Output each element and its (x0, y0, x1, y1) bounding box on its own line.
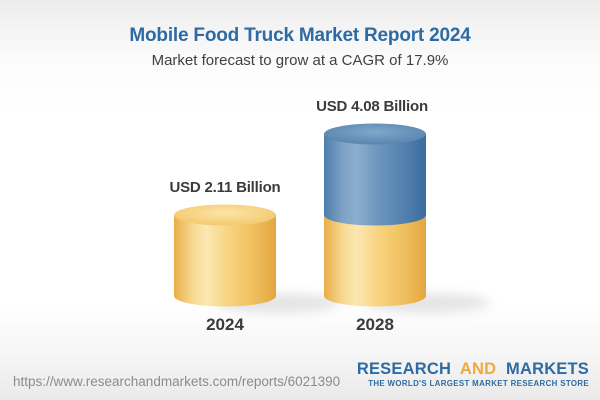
cylinder-2024-body (174, 215, 276, 307)
logo-word-and: AND (459, 360, 497, 378)
value-label-2028: USD 4.08 Billion (316, 98, 428, 115)
logo-tagline: THE WORLD'S LARGEST MARKET RESEARCH STOR… (368, 379, 589, 389)
value-label-2024: USD 2.11 Billion (169, 179, 281, 196)
category-label-2028: 2028 (356, 315, 394, 334)
cylinder-2028-top (324, 123, 426, 145)
logo-word-markets: MARKETS (506, 360, 589, 378)
cylinder-2024-top (174, 204, 276, 226)
logo-word-research: RESEARCH (356, 360, 452, 378)
logo-wordmark: RESEARCH AND MARKETS (357, 360, 589, 378)
footer-report-url: https://www.researchandmarkets.com/repor… (13, 374, 341, 389)
cylinder-2028-base-segment (324, 215, 426, 307)
report-title: Mobile Food Truck Market Report 2024 (129, 25, 471, 46)
category-label-2024: 2024 (206, 315, 244, 334)
report-subtitle: Market forecast to grow at a CAGR of 17.… (151, 52, 449, 69)
researchandmarkets-logo: RESEARCH AND MARKETS THE WORLD'S LARGEST… (357, 360, 589, 389)
cylinder-2028-growth-segment (324, 134, 426, 226)
